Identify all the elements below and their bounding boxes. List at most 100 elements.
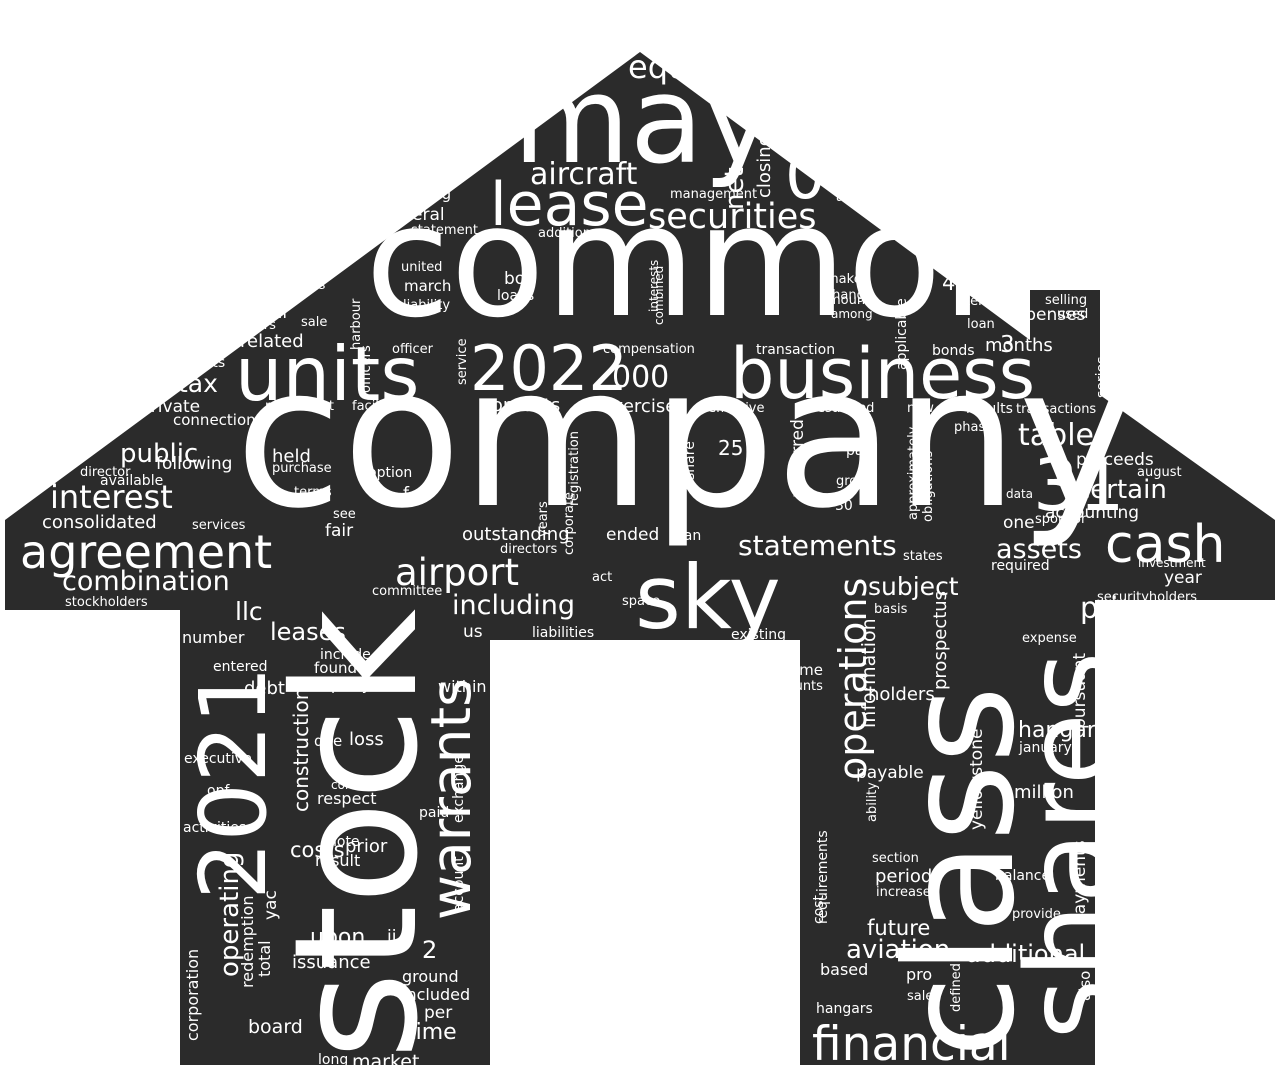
word-payable: payable <box>856 763 924 783</box>
word-services: services <box>192 518 246 533</box>
word-result: result <box>315 851 360 870</box>
word-llc: llc <box>235 597 263 626</box>
word-income: income <box>768 661 823 679</box>
word-capital: capital <box>230 303 287 323</box>
word-4: 4 <box>942 271 955 295</box>
word-effective: effective <box>708 401 765 416</box>
word-offering: offering <box>393 185 451 203</box>
word-founder: founder <box>314 659 373 677</box>
word-0: 0 <box>785 140 826 214</box>
word-period: period <box>875 866 932 887</box>
word-investment: investment <box>1138 556 1206 570</box>
word-lease: lease <box>490 170 649 240</box>
word-construction: construction <box>289 688 313 812</box>
word-f: f <box>403 484 410 504</box>
word-defined: defined <box>949 963 964 1012</box>
word-rights: rights <box>185 355 225 371</box>
word-increase: increase <box>876 885 931 900</box>
word-sale: sale <box>301 315 327 330</box>
word-party: party <box>331 676 371 694</box>
word-keinan: keinan <box>1057 230 1100 245</box>
word-interest: interest <box>50 478 173 516</box>
word-available: available <box>100 473 163 489</box>
word-exchange: exchange <box>451 755 467 823</box>
word-based: based <box>820 960 868 979</box>
word-per: per <box>424 1003 452 1023</box>
word-purchase: purchase <box>272 461 332 476</box>
word-warrants: warrants <box>419 678 483 920</box>
word-respectively: respectively <box>562 673 623 684</box>
word-balance: balance <box>995 868 1050 884</box>
word-factors: factors <box>231 318 276 333</box>
word-results: results <box>966 401 1013 417</box>
word-director: director <box>80 465 131 480</box>
word-cash: cash <box>1105 515 1226 575</box>
word-liability: liability <box>403 298 450 313</box>
word-outstanding: outstanding <box>462 524 570 545</box>
word-warrant: warrant <box>942 178 997 194</box>
word-one: one <box>1003 513 1035 533</box>
word-committee: committee <box>372 584 442 599</box>
house-silhouette <box>5 52 1275 1065</box>
word-proceeds: proceeds <box>1076 450 1154 470</box>
word-selling: selling <box>1045 293 1087 308</box>
word-expenses: expenses <box>1005 305 1086 325</box>
word-service: service <box>455 338 470 385</box>
word-year: year <box>1164 568 1202 588</box>
word-boc: boc <box>504 269 535 289</box>
word-agreement: agreement <box>20 525 272 579</box>
word-holder: holder <box>299 261 341 276</box>
word-market: market <box>352 1051 419 1073</box>
word-operations: operations <box>831 578 875 780</box>
word-act: act <box>592 570 612 585</box>
word-combined: combined <box>652 266 666 325</box>
word-include: include <box>320 647 371 663</box>
word-hangars: hangars <box>816 1001 873 1017</box>
word-three: three <box>459 133 474 167</box>
word-1: 1 <box>1012 156 1044 214</box>
word-consolidated: consolidated <box>42 512 157 533</box>
word-phase: phase <box>954 420 993 435</box>
word-company: company <box>235 324 1134 551</box>
word-officer: officer <box>392 342 434 357</box>
word-fair: fair <box>325 521 353 541</box>
word-directors: directors <box>500 542 557 557</box>
word-amounts: amounts <box>766 679 823 694</box>
word-contents: contents <box>482 395 560 416</box>
word-non: non <box>727 99 751 114</box>
word-yac: yac <box>261 890 281 920</box>
word-general: general <box>380 205 445 225</box>
word-hangar: hangar <box>1018 718 1097 743</box>
word-initial: initial <box>911 229 950 245</box>
word-transactions: transactions <box>1016 402 1096 417</box>
word-section: section <box>872 851 919 866</box>
word-units: units <box>235 330 419 418</box>
word-subject: subject <box>868 572 959 601</box>
word-airport: airport <box>395 551 519 594</box>
word-transaction: transaction <box>756 342 835 358</box>
word-certain: certain <box>1076 475 1167 505</box>
word-additional: additional <box>966 940 1085 968</box>
word-shares: shares <box>1000 651 1138 1040</box>
word-forma: forma <box>770 133 808 148</box>
word-costs: costs <box>290 838 345 862</box>
word-may: may <box>513 52 774 191</box>
word-2022: 2022 <box>470 332 628 405</box>
word-make: make <box>826 272 862 287</box>
word-incentive: incentive <box>1000 228 1064 244</box>
word-debt: debt <box>244 678 285 699</box>
word-control: control <box>331 778 373 792</box>
word-statement: statement <box>411 223 478 238</box>
word-us: us <box>463 622 483 642</box>
word-option: option <box>368 465 412 481</box>
word-exercise: exercise <box>602 396 676 417</box>
word-corporation: corporation <box>183 949 202 1041</box>
word-public: public <box>120 439 198 469</box>
word-closing: closing <box>754 135 775 198</box>
word-basis: basis <box>874 602 908 617</box>
word-harbour: harbour <box>349 298 364 350</box>
word-tax: tax <box>178 369 218 398</box>
word-due: due <box>314 732 342 750</box>
word-series: series <box>1094 357 1110 398</box>
